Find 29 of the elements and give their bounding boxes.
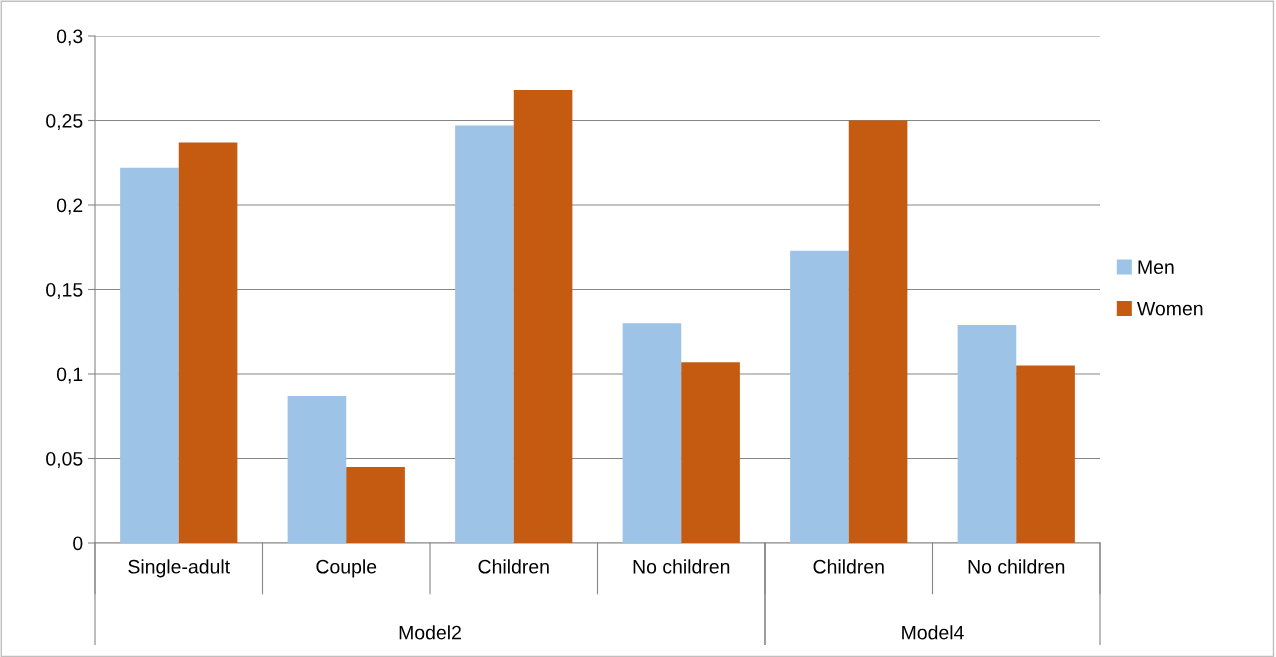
bar [957,324,1017,543]
y-tick-label: 0 [73,536,83,551]
x-tick-label: Children [813,559,884,574]
y-tick-label: 0,15 [46,282,83,300]
bar [178,142,238,543]
bar [790,250,849,543]
legend-label: Women [1137,301,1203,316]
bar [513,90,573,543]
y-tick-label: 0,2 [56,198,83,215]
y-tick-label: 0,25 [46,113,83,131]
bar [455,125,514,543]
bar [287,395,347,543]
x-tick-label: No children [633,559,730,574]
bar [848,120,908,543]
y-tick-label: 0,05 [46,451,83,469]
bar [120,167,179,543]
bar [622,323,682,543]
x-tick-label: Single-adult [128,559,230,578]
x-tick-label: Children [478,559,549,574]
bar [681,362,740,543]
bar [346,466,405,543]
y-tick-label: 0,1 [56,367,83,384]
legend-label: Men [1138,260,1174,274]
x-tick-label: Couple [316,559,377,578]
text: Model4 [902,625,964,640]
x-tick-label: No children [968,559,1065,574]
bar [1016,365,1075,543]
text: Model2 [399,625,461,640]
y-tick-label: 0,3 [56,29,83,46]
